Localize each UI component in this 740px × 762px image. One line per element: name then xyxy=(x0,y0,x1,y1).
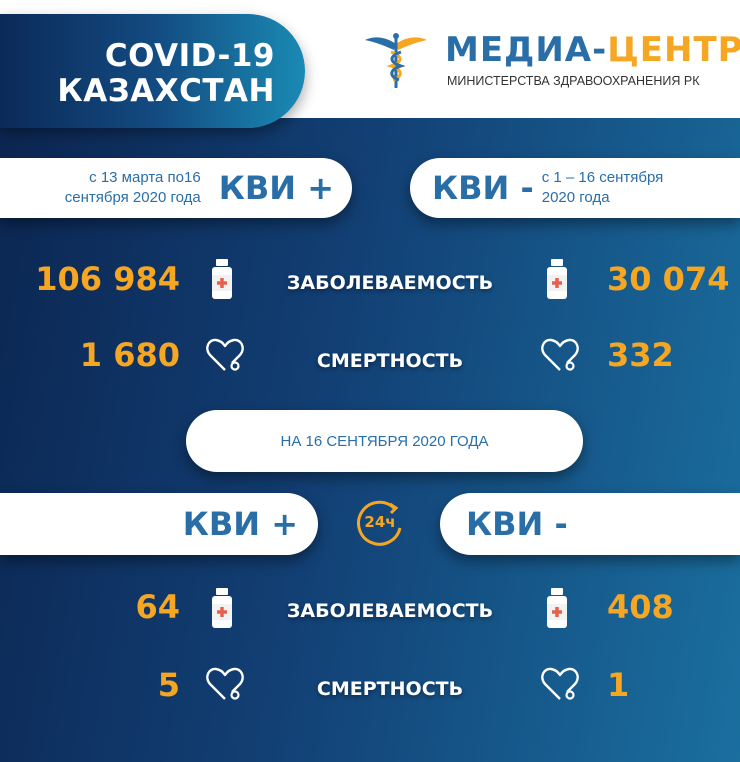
cumulative-positive-pill: с 13 марта по16 сентября 2020 года КВИ + xyxy=(0,158,352,218)
cumulative-mortality-positive: 1 680 xyxy=(79,336,180,374)
daily-negative-pill: КВИ - xyxy=(440,493,740,555)
medicine-bottle-icon xyxy=(545,259,569,303)
heart-icon xyxy=(540,337,580,377)
kvi-plus-label: КВИ + xyxy=(182,505,298,543)
incidence-label: ЗАБОЛЕВАЕМОСТЬ xyxy=(286,272,494,294)
caduceus-icon xyxy=(365,33,427,88)
24h-icon: 24ч xyxy=(354,498,406,550)
daily-positive-pill: КВИ + xyxy=(0,493,318,555)
heart-icon xyxy=(205,666,245,706)
title-banner: COVID-19 КАЗАХСТАН xyxy=(0,14,305,128)
24h-badge-text: 24ч xyxy=(364,513,396,531)
cumulative-mortality-negative: 332 xyxy=(607,336,674,374)
medicine-bottle-icon xyxy=(545,588,569,632)
mortality-label: СМЕРТНОСТЬ xyxy=(316,678,464,700)
heart-icon xyxy=(205,337,245,377)
kvi-plus-label: КВИ + xyxy=(218,169,334,207)
logo-name-part2: ЦЕНТР xyxy=(607,30,740,70)
cumulative-incidence-positive: 106 984 xyxy=(35,260,180,298)
mortality-label: СМЕРТНОСТЬ xyxy=(316,350,464,372)
cumulative-incidence-negative: 30 074 xyxy=(607,260,730,298)
daily-incidence-positive: 64 xyxy=(135,588,180,626)
medicine-bottle-icon xyxy=(210,259,234,303)
kvi-minus-label: КВИ - xyxy=(466,505,568,543)
date-label: НА 16 СЕНТЯБРЯ 2020 ГОДА xyxy=(280,432,489,450)
heart-icon xyxy=(540,666,580,706)
medicine-bottle-icon xyxy=(210,588,234,632)
period-line2: 2020 года xyxy=(541,189,610,206)
date-pill: НА 16 СЕНТЯБРЯ 2020 ГОДА xyxy=(186,410,583,472)
daily-mortality-negative: 1 xyxy=(607,666,630,704)
daily-mortality-positive: 5 xyxy=(157,666,180,704)
cumulative-negative-pill: КВИ - с 1 – 16 сентября 2020 года xyxy=(410,158,740,218)
logo-name-part1: МЕДИА- xyxy=(445,30,608,70)
title-line2: КАЗАХСТАН xyxy=(57,73,275,109)
logo-subtitle: МИНИСТЕРСТВА ЗДРАВООХРАНЕНИЯ РК xyxy=(447,74,700,88)
period-line1: с 1 – 16 сентября xyxy=(541,169,664,186)
period-line1: с 13 марта по16 xyxy=(89,169,201,186)
title-line1: COVID-19 xyxy=(104,38,275,74)
daily-incidence-negative: 408 xyxy=(607,588,674,626)
period-line2: сентября 2020 года xyxy=(64,189,201,206)
incidence-label: ЗАБОЛЕВАЕМОСТЬ xyxy=(286,600,494,622)
kvi-minus-label: КВИ - xyxy=(432,169,534,207)
